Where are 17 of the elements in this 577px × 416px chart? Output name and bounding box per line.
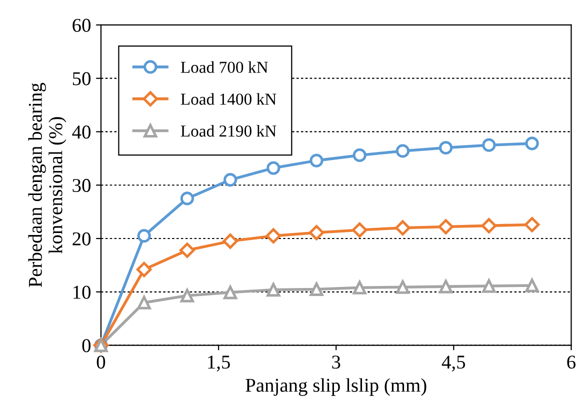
x-tick-label: 1,5 xyxy=(208,356,230,372)
y-tick-label: 50 xyxy=(72,72,91,86)
x-tick-label: 3 xyxy=(332,356,340,369)
legend-label: Load 700 kN xyxy=(180,61,268,73)
x-tick-label: 0 xyxy=(96,356,106,369)
y-tick-label: 10 xyxy=(74,286,91,299)
x-tick-label: 4,5 xyxy=(442,356,466,372)
x-axis-title: Panjang slip lslip (mm) xyxy=(246,378,426,396)
y-tick-label: 60 xyxy=(72,18,91,32)
y-tick-label: 30 xyxy=(72,178,91,192)
y-tick-label: 0 xyxy=(82,339,91,352)
y-tick-label: 40 xyxy=(72,126,91,139)
y-axis-title: Perbedaan dengan bearing konvensional (%) xyxy=(28,82,66,288)
y-tick-label: 20 xyxy=(72,232,91,246)
legend-label: Load 1400 kN xyxy=(180,93,276,105)
legend-label: Load 2190 kN xyxy=(180,124,276,137)
x-tick-label: 6 xyxy=(567,356,576,369)
